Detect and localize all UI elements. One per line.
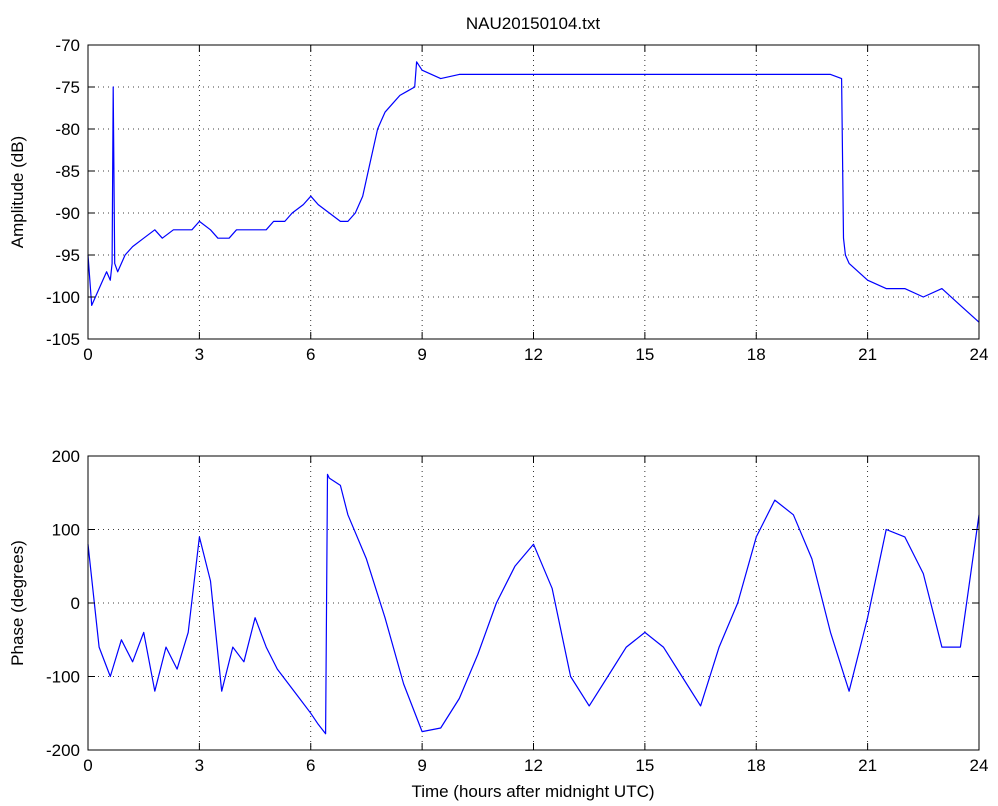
phase-x-ticks: 0 3 6 9 12 15 18 21 24: [83, 456, 988, 775]
phase-x-tick-label: 12: [524, 756, 543, 775]
phase-x-tick-label: 6: [306, 756, 315, 775]
amplitude-x-tick-label: 24: [970, 345, 989, 364]
amplitude-y-tick-label: -75: [55, 78, 80, 97]
phase-grid: [88, 456, 979, 750]
amplitude-x-tick-label: 6: [306, 345, 315, 364]
amplitude-grid: [88, 45, 979, 339]
phase-x-tick-label: 3: [195, 756, 204, 775]
phase-y-tick-label: 0: [71, 594, 80, 613]
amplitude-series: [87, 61, 980, 323]
amplitude-x-tick-label: 12: [524, 345, 543, 364]
phase-y-ticks: -200 -100 0 100 200: [46, 447, 979, 760]
amplitude-x-tick-label: 9: [417, 345, 426, 364]
phase-x-tick-label: 21: [858, 756, 877, 775]
phase-axes: 0 3 6 9 12 15 18 21 24 -200 -100 0 100 200 Phase (de…: [8, 447, 988, 801]
figure-title: NAU20150104.txt: [466, 14, 600, 33]
amplitude-x-tick-label: 15: [635, 345, 654, 364]
amplitude-x-tick-label: 0: [83, 345, 92, 364]
amplitude-y-tick-label: -85: [55, 162, 80, 181]
phase-x-tick-label: 9: [417, 756, 426, 775]
amplitude-y-tick-label: -70: [55, 36, 80, 55]
amplitude-plot-area: [88, 45, 979, 339]
amplitude-x-ticks: 0 3 6 9 12 15 18 21 24: [83, 45, 988, 364]
amplitude-x-tick-label: 3: [195, 345, 204, 364]
amplitude-y-label: Amplitude (dB): [8, 136, 27, 248]
phase-series: [87, 473, 980, 735]
amplitude-y-tick-label: -80: [55, 120, 80, 139]
amplitude-y-tick-label: -90: [55, 204, 80, 223]
phase-x-tick-label: 15: [635, 756, 654, 775]
phase-y-tick-label: -100: [46, 668, 80, 687]
amplitude-y-tick-label: -100: [46, 288, 80, 307]
amplitude-series-line: [87, 61, 980, 323]
phase-y-tick-label: 100: [52, 521, 80, 540]
phase-x-label: Time (hours after midnight UTC): [411, 782, 654, 801]
phase-x-tick-label: 0: [83, 756, 92, 775]
phase-y-tick-label: -200: [46, 741, 80, 760]
phase-x-tick-label: 18: [747, 756, 766, 775]
phase-x-tick-label: 24: [970, 756, 989, 775]
amplitude-y-ticks: -105 -100 -95 -90 -85 -80 -75 -70: [46, 36, 979, 349]
amplitude-axes: 0 3 6 9 12 15 18 21 24 -105 -100 -95 -90 -85 -80 -75 -7…: [8, 36, 988, 364]
amplitude-y-tick-label: -95: [55, 246, 80, 265]
phase-y-tick-label: 200: [52, 447, 80, 466]
phase-y-label: Phase (degrees): [8, 540, 27, 666]
phase-series-line: [87, 473, 980, 735]
amplitude-x-tick-label: 21: [858, 345, 877, 364]
amplitude-y-tick-label: -105: [46, 330, 80, 349]
amplitude-x-tick-label: 18: [747, 345, 766, 364]
